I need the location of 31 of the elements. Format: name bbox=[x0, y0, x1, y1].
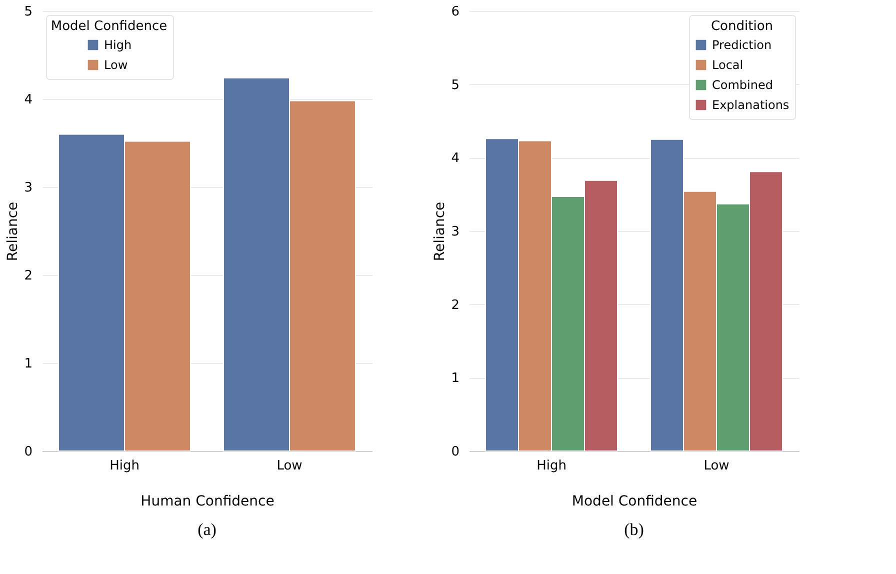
legend-label: High bbox=[104, 38, 132, 52]
legend-label: Combined bbox=[712, 78, 773, 92]
y-tick-label: 1 bbox=[24, 356, 32, 372]
y-axis-title: Reliance bbox=[432, 202, 448, 262]
y-tick-label: 0 bbox=[451, 444, 460, 460]
text: (b) bbox=[624, 520, 644, 539]
y-tick-label: 4 bbox=[24, 92, 32, 108]
y-tick-label: 1 bbox=[451, 371, 460, 386]
x-tick-label: High bbox=[536, 458, 566, 474]
y-tick-label: 5 bbox=[451, 78, 460, 93]
x-axis-title: Human Confidence bbox=[140, 494, 274, 510]
text: (a) bbox=[198, 520, 216, 539]
legend-title: Model Confidence bbox=[50, 19, 168, 34]
x-tick-label: High bbox=[110, 458, 140, 474]
y-tick-label: 2 bbox=[451, 298, 460, 313]
x-tick-label: Low bbox=[276, 458, 303, 474]
legend-title: Condition bbox=[710, 19, 774, 34]
y-axis-title: Reliance bbox=[5, 202, 22, 262]
legend-label: Prediction bbox=[712, 38, 772, 52]
legend-label: Low bbox=[104, 58, 128, 72]
y-tick-label: 3 bbox=[451, 224, 460, 240]
y-tick-label: 3 bbox=[24, 180, 32, 196]
y-tick-label: 4 bbox=[451, 151, 460, 166]
y-tick-label: 5 bbox=[24, 4, 32, 20]
y-tick-label: 2 bbox=[24, 268, 32, 284]
x-tick-label: Low bbox=[704, 458, 730, 474]
legend-label: Explanations bbox=[712, 98, 790, 112]
x-axis-title: Model Confidence bbox=[572, 494, 698, 510]
y-tick-label: 0 bbox=[24, 444, 32, 460]
y-tick-label: 6 bbox=[451, 4, 460, 20]
legend-label: Local bbox=[712, 58, 744, 72]
